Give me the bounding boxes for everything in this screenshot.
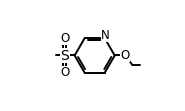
Text: N: N bbox=[101, 29, 110, 42]
Text: O: O bbox=[120, 49, 129, 62]
Text: O: O bbox=[60, 66, 70, 79]
Text: O: O bbox=[60, 32, 70, 45]
Text: S: S bbox=[60, 49, 69, 62]
